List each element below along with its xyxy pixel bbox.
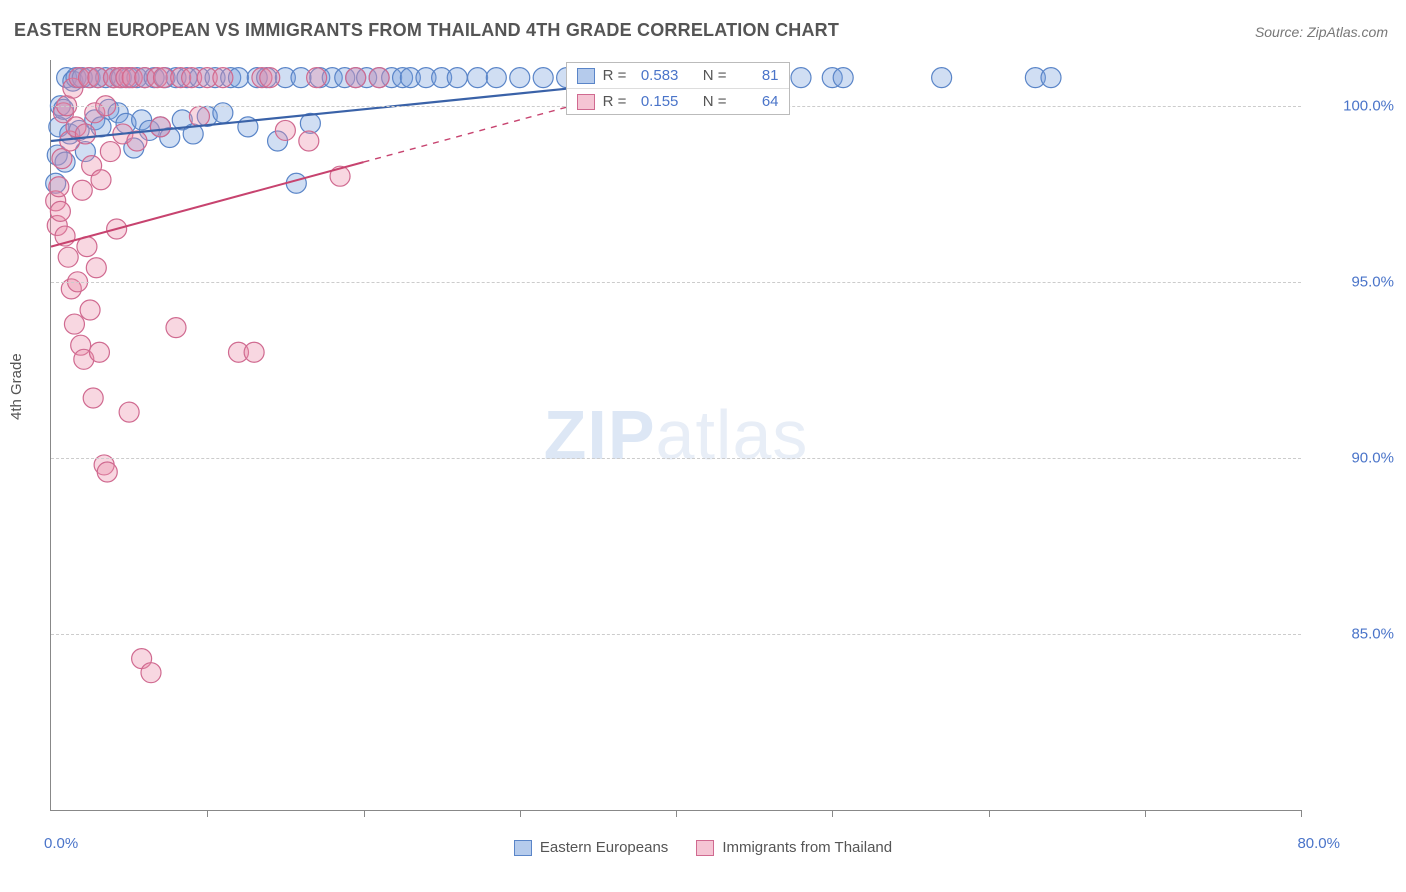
data-point <box>833 68 853 88</box>
legend-item-blue: Eastern Europeans <box>514 839 668 856</box>
r-label: R = <box>603 93 627 110</box>
legend-label-pink: Immigrants from Thailand <box>722 839 892 856</box>
correlation-legend: R = 0.583 N = 81 R = 0.155 N = 64 <box>566 62 790 115</box>
data-point <box>286 173 306 193</box>
legend-label-blue: Eastern Europeans <box>540 839 668 856</box>
data-point <box>369 68 389 88</box>
y-tick-label: 100.0% <box>1343 97 1394 114</box>
r-value: 0.155 <box>634 93 678 110</box>
data-point <box>91 170 111 190</box>
data-point <box>150 117 170 137</box>
chart-title: EASTERN EUROPEAN VS IMMIGRANTS FROM THAI… <box>14 20 839 41</box>
data-point <box>75 124 95 144</box>
source-attribution: Source: ZipAtlas.com <box>1255 24 1388 40</box>
data-point <box>791 68 811 88</box>
correlation-legend-row: R = 0.583 N = 81 <box>567 63 789 88</box>
x-tick <box>1301 810 1302 817</box>
n-value: 64 <box>735 93 779 110</box>
x-tick <box>989 810 990 817</box>
data-point <box>119 402 139 422</box>
data-point <box>166 318 186 338</box>
data-point <box>83 388 103 408</box>
y-tick-label: 90.0% <box>1351 449 1394 466</box>
x-tick <box>364 810 365 817</box>
gridline <box>51 458 1301 459</box>
data-point <box>260 68 280 88</box>
data-point <box>189 106 209 126</box>
x-tick <box>520 810 521 817</box>
blue-swatch-icon <box>514 840 532 856</box>
r-value: 0.583 <box>634 67 678 84</box>
data-point <box>244 342 264 362</box>
data-point <box>141 663 161 683</box>
data-point <box>275 120 295 140</box>
plot-svg <box>51 60 1301 810</box>
data-point <box>447 68 467 88</box>
chart-container: EASTERN EUROPEAN VS IMMIGRANTS FROM THAI… <box>0 0 1406 892</box>
legend-item-pink: Immigrants from Thailand <box>696 839 892 856</box>
n-label: N = <box>703 93 727 110</box>
plot-area: ZIPatlas <box>50 60 1301 811</box>
x-tick <box>832 810 833 817</box>
data-point <box>72 180 92 200</box>
x-tick <box>1145 810 1146 817</box>
data-point <box>1041 68 1061 88</box>
data-point <box>468 68 488 88</box>
x-tick <box>676 810 677 817</box>
pink-swatch-icon <box>696 840 714 856</box>
data-point <box>299 131 319 151</box>
correlation-legend-row: R = 0.155 N = 64 <box>567 88 789 114</box>
data-point <box>213 68 233 88</box>
data-point <box>510 68 530 88</box>
source-value: ZipAtlas.com <box>1307 24 1388 40</box>
gridline <box>51 634 1301 635</box>
data-point <box>58 247 78 267</box>
data-point <box>64 314 84 334</box>
legend-bottom: Eastern Europeans Immigrants from Thaila… <box>0 839 1406 856</box>
data-point <box>307 68 327 88</box>
y-axis-label: 4th Grade <box>8 353 25 420</box>
source-label: Source: <box>1255 24 1303 40</box>
r-label: R = <box>603 67 627 84</box>
data-point <box>89 342 109 362</box>
data-point <box>346 68 366 88</box>
data-point <box>49 177 69 197</box>
gridline <box>51 282 1301 283</box>
data-point <box>97 462 117 482</box>
data-point <box>100 142 120 162</box>
data-point <box>533 68 553 88</box>
pink-swatch-icon <box>577 94 595 110</box>
data-point <box>80 300 100 320</box>
data-point <box>486 68 506 88</box>
data-point <box>52 149 72 169</box>
n-label: N = <box>703 67 727 84</box>
data-point <box>932 68 952 88</box>
data-point <box>50 201 70 221</box>
n-value: 81 <box>735 67 779 84</box>
y-tick-label: 95.0% <box>1351 273 1394 290</box>
blue-swatch-icon <box>577 68 595 84</box>
y-tick-label: 85.0% <box>1351 625 1394 642</box>
data-point <box>86 258 106 278</box>
x-tick <box>207 810 208 817</box>
